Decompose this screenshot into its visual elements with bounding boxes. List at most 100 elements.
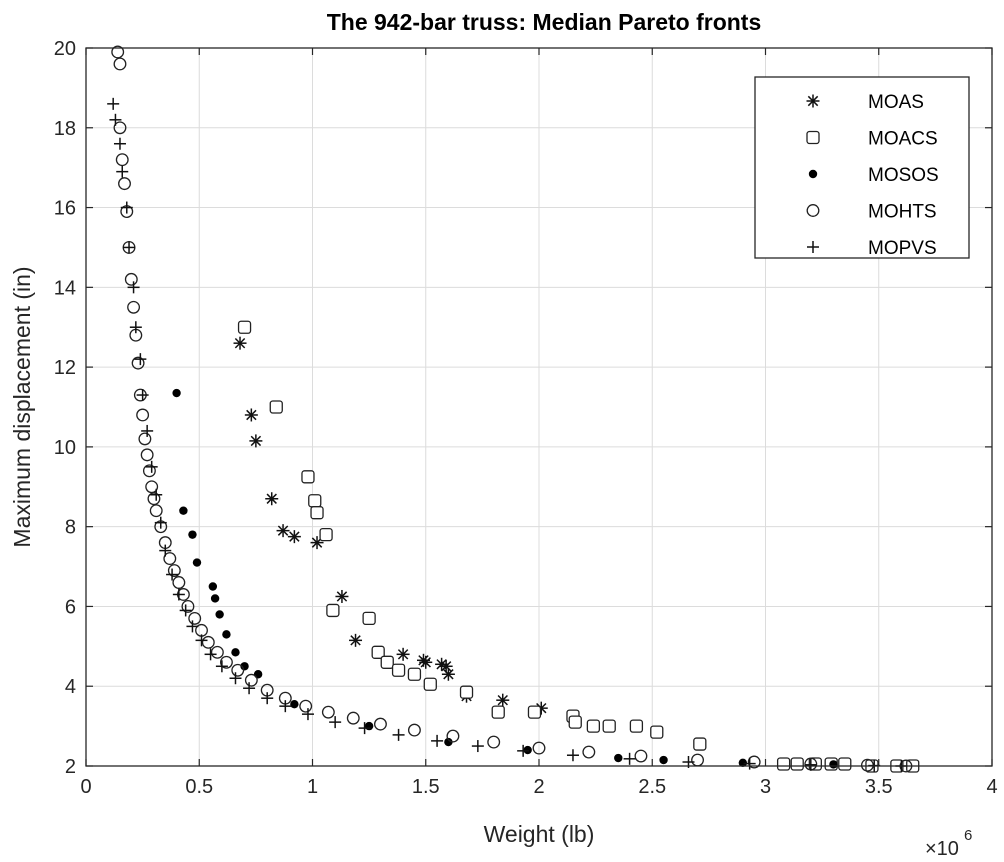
mohts-point [138, 432, 152, 446]
legend: MOAS MOACS MOSOS MOHTS MOPVS [754, 76, 970, 259]
mosos-point [215, 610, 224, 619]
mohts-point [407, 723, 421, 737]
mopvs-point [261, 692, 274, 705]
mohts-point [231, 663, 245, 677]
x-tick-label: 3.5 [865, 776, 893, 798]
mopvs-point [179, 604, 192, 617]
legend-marker-moacs [806, 130, 820, 145]
moas-point [419, 655, 433, 669]
mohts-point [582, 745, 596, 759]
mopvs-point [120, 201, 133, 214]
y-tick-label: 2 [65, 756, 76, 778]
mohts-point [131, 356, 145, 370]
mopvs-point [215, 660, 228, 673]
mohts-point [346, 711, 360, 725]
y-tick-label: 6 [65, 596, 76, 618]
y-tick-label: 20 [54, 38, 76, 60]
mopvs-point [431, 734, 444, 747]
mopvs-point [113, 137, 126, 150]
moacs-point [838, 757, 852, 771]
x-tick-label: 3 [760, 776, 771, 798]
mopvs-point [243, 682, 256, 695]
mopvs-point [134, 353, 147, 366]
mosos-point [523, 745, 532, 755]
x-tick-label: 2.5 [638, 776, 666, 798]
mopvs-point [107, 97, 120, 110]
mosos-point [659, 755, 668, 765]
mohts-point [111, 45, 125, 59]
mosos-point [192, 558, 202, 567]
x-axis-label: Weight (lb) [484, 821, 595, 847]
x-multiplier-base: ×10 [925, 838, 959, 860]
legend-label-moas: MOAS [868, 92, 924, 113]
mosos-point [210, 594, 220, 603]
mopvs-point [154, 516, 167, 529]
legend-box [754, 76, 970, 259]
mohts-point [210, 645, 224, 659]
chart-title: The 942-bar truss: Median Pareto fronts [327, 9, 762, 35]
series-mopvs [107, 97, 908, 772]
mopvs-point [136, 389, 149, 402]
mopvs-point [127, 281, 140, 294]
mopvs-point [109, 113, 122, 126]
mohts-point [532, 741, 546, 755]
mopvs-point [129, 321, 142, 334]
mopvs-point [159, 544, 172, 557]
moacs-point [237, 320, 252, 334]
x-tick-label: 4 [986, 776, 997, 798]
mopvs-point [166, 568, 179, 581]
mohts-point [147, 492, 161, 506]
mohts-point [163, 552, 177, 566]
mosos-point [222, 630, 231, 639]
moas-point [249, 434, 263, 448]
moacs-point [693, 737, 707, 751]
series-mohts [111, 45, 913, 773]
legend-label-moacs: MOACS [868, 129, 938, 150]
moas-point [276, 524, 290, 538]
moas-point [265, 492, 279, 506]
moas-point [244, 408, 258, 422]
x-multiplier: ×10 6 [925, 827, 972, 860]
mohts-point [113, 57, 127, 71]
mohts-point [149, 504, 163, 518]
mosos-point [172, 388, 181, 398]
mopvs-point [123, 241, 136, 254]
mohts-point [140, 448, 154, 462]
mopvs-point [566, 749, 579, 762]
moacs-point [310, 506, 324, 520]
mohts-point [124, 272, 138, 286]
moas-point [441, 667, 455, 681]
moacs-point [380, 655, 394, 669]
mohts-point [299, 699, 313, 713]
mohts-point [113, 121, 127, 135]
mohts-point [118, 177, 131, 191]
mohts-point [181, 599, 195, 613]
mopvs-point [358, 722, 371, 735]
mopvs-point [743, 757, 756, 770]
legend-label-mosos: MOSOS [868, 165, 939, 186]
moas-point [496, 693, 510, 707]
y-tick-label: 18 [54, 118, 76, 140]
mohts-point [634, 749, 648, 763]
moacs-point [527, 705, 542, 719]
mopvs-point [229, 672, 242, 685]
mohts-point [201, 635, 215, 649]
moas-point [287, 530, 301, 544]
moacs-point [568, 715, 582, 729]
mosos-point [240, 662, 249, 671]
mohts-point [115, 153, 129, 167]
moacs-point [586, 719, 601, 733]
mopvs-point [172, 588, 185, 601]
mopvs-point [116, 165, 129, 178]
x-tick-label: 1 [307, 776, 318, 798]
mohts-point [446, 729, 460, 743]
mosos-point [738, 758, 748, 768]
mohts-point [244, 673, 258, 687]
mosos-point [188, 530, 197, 539]
mosos-point [208, 582, 218, 591]
x-tick-label: 2 [533, 776, 544, 798]
mohts-point [145, 480, 159, 494]
moas-point [349, 633, 363, 647]
moas-point [439, 659, 453, 673]
